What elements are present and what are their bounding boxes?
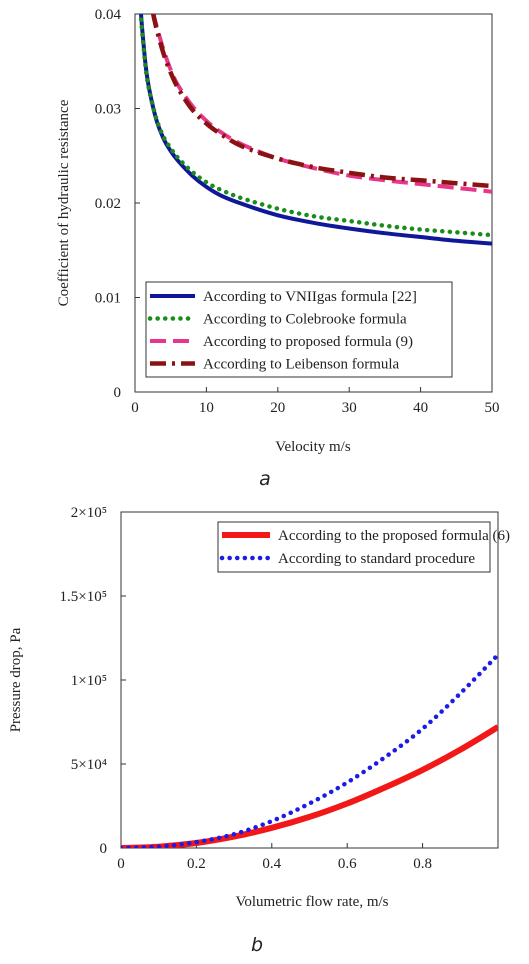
series-line-1 — [121, 724, 498, 848]
legend-b: According to the proposed formula (6) Acc… — [217, 521, 510, 573]
x-tick-label: 40 — [413, 400, 428, 416]
y-tick-label: 0 — [114, 385, 122, 401]
legend-label-2: According to standard procedure — [278, 551, 475, 567]
x-tick-label: 10 — [199, 400, 214, 416]
legend-label-1: According to VNIIgas formula [22] — [203, 289, 417, 305]
chart-a: 0 10 20 30 40 50 0 0.01 0.02 0.03 0.04 Coefficient… — [56, 7, 500, 490]
y-tick-label: 5×10⁴ — [71, 757, 107, 773]
y-tick-label: 1×10⁵ — [71, 673, 107, 689]
series-line-3 — [151, 14, 492, 194]
x-axis-label-b: Volumetric flow rate, m/s — [235, 894, 388, 910]
x-tick-label: 0.6 — [338, 856, 357, 872]
y-tick-label: 0.03 — [95, 102, 121, 118]
y-tick-label: 0.04 — [95, 7, 122, 23]
y-tick-label: 1.5×10⁵ — [60, 589, 107, 605]
legend-label-3: According to proposed formula (9) — [203, 334, 413, 350]
panel-label-a: a — [259, 468, 271, 490]
series-line-4 — [150, 14, 492, 189]
legend-frame-a — [145, 281, 453, 378]
x-tick-label: 0.2 — [187, 856, 206, 872]
series-line-2 — [138, 14, 492, 238]
y-tick-label: 0 — [100, 841, 108, 857]
x-tick-label: 20 — [270, 400, 285, 416]
y-tick-label: 0.01 — [95, 291, 121, 307]
chart-b: 0 0.2 0.4 0.6 0.8 0 5×10⁴ 1×10⁵ 1.5×10⁵ 2×10⁵ Pre… — [8, 505, 510, 956]
x-tick-label: 0.8 — [413, 856, 432, 872]
series-line-1 — [139, 14, 492, 246]
legend-frame-b — [217, 521, 491, 573]
legend-label-2: According to Colebrooke formula — [203, 312, 407, 328]
x-tick-label: 0 — [117, 856, 125, 872]
y-axis-label-b: Pressure drop, Pa — [8, 627, 24, 732]
x-tick-label: 50 — [485, 400, 500, 416]
series-line-2 — [121, 652, 498, 848]
y-axis-label-a: Coefficient of hydraulic resistance — [56, 99, 72, 306]
x-tick-label: 0.4 — [262, 856, 281, 872]
y-tick-label: 2×10⁵ — [71, 505, 107, 521]
y-tick-label: 0.02 — [95, 196, 121, 212]
x-tick-label: 0 — [131, 400, 139, 416]
x-axis-label-a: Velocity m/s — [275, 439, 351, 455]
x-tick-label: 30 — [342, 400, 357, 416]
legend-a: According to VNIIgas formula [22] Accordi… — [145, 281, 453, 378]
legend-label-1: According to the proposed formula (6) — [278, 528, 510, 544]
legend-label-4: According to Leibenson formula — [203, 357, 400, 373]
panel-label-b: b — [251, 934, 263, 956]
